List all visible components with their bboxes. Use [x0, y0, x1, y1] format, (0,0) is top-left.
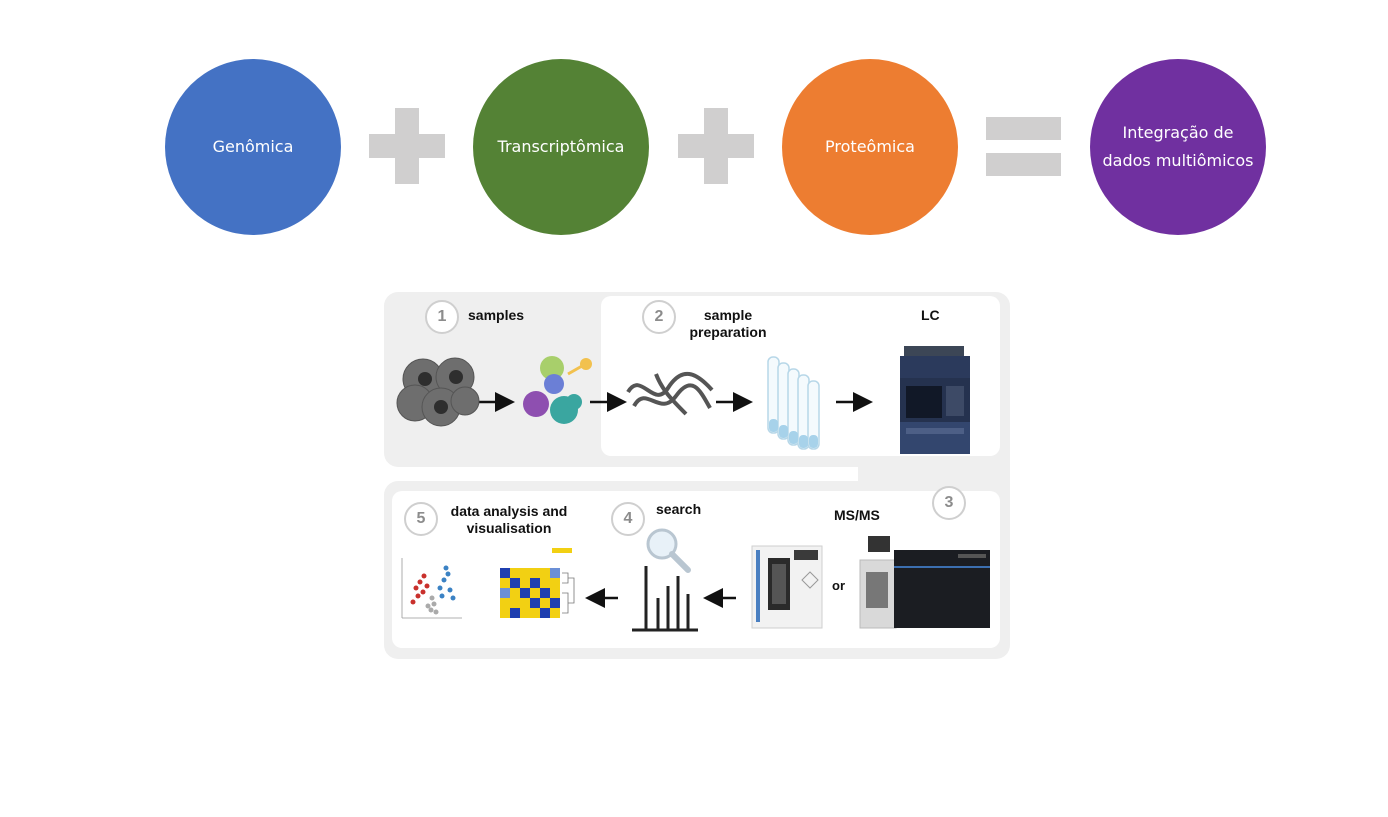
proteomics-circle: Proteômica: [782, 59, 958, 235]
multiomics-label: Integração de dados multiômicos: [1102, 123, 1254, 170]
cells-icon: [396, 357, 480, 427]
volcano-plot-icon: [401, 558, 462, 619]
equals-sign-bottom: [986, 153, 1061, 176]
step-5-label: data analysis and visualisation: [450, 503, 568, 536]
tubes-icon: [767, 356, 820, 450]
step-3-number: 3: [932, 486, 966, 520]
genomics-circle: Genômica: [165, 59, 341, 235]
transcriptomics-label: Transcriptômica: [497, 137, 625, 156]
genomics-label: Genômica: [212, 137, 294, 156]
proteins-icon: [523, 356, 592, 424]
step-2-label: sample preparation: [689, 307, 767, 340]
step-1-label: samples: [468, 307, 525, 323]
lc-instrument-icon: [900, 346, 970, 454]
plus-sign-1-vertical: [395, 108, 419, 184]
step-4-label: search: [656, 501, 702, 517]
step-5-number: 5: [404, 502, 438, 536]
ms-instrument-2-icon: [859, 536, 990, 629]
heatmap-icon: [500, 548, 575, 618]
lc-label: LC: [921, 307, 940, 323]
multiomics-circle: Integração de dados multiômicos: [1090, 59, 1266, 235]
step-4-number: 4: [611, 502, 645, 536]
step-3-label: MS/MS: [834, 507, 880, 523]
step-2-number: 2: [642, 300, 676, 334]
or-label: or: [832, 578, 845, 593]
peptides-icon: [626, 371, 714, 416]
equals-sign-top: [986, 117, 1061, 140]
transcriptomics-circle: Transcriptômica: [473, 59, 649, 235]
search-icon: [632, 528, 698, 632]
step-1-number: 1: [425, 300, 459, 334]
proteomics-label: Proteômica: [825, 137, 915, 156]
ms-instrument-1-icon: [751, 545, 823, 629]
plus-sign-2-vertical: [704, 108, 728, 184]
